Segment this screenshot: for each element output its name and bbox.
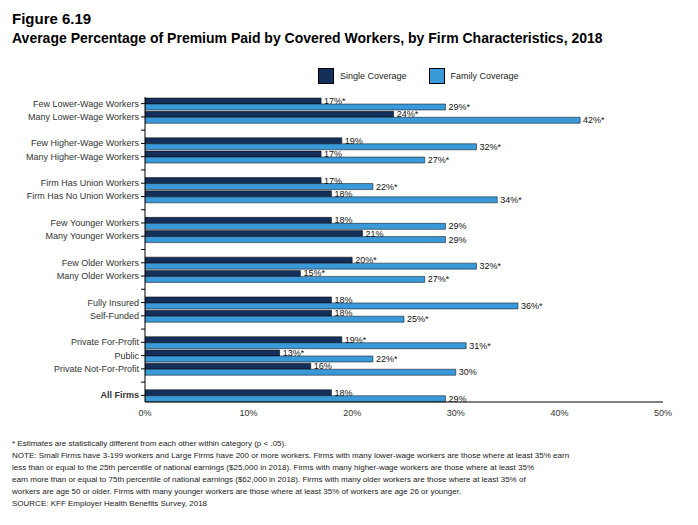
svg-text:32%*: 32%* [480,261,502,271]
svg-text:29%*: 29%* [448,102,470,112]
svg-text:Many Younger Workers: Many Younger Workers [46,231,140,241]
svg-text:27%*: 27%* [428,274,450,284]
svg-text:Public: Public [114,351,139,361]
svg-text:18%: 18% [334,388,352,398]
svg-text:Firm Has Union Workers: Firm Has Union Workers [41,178,140,188]
svg-text:All Firms: All Firms [100,390,139,400]
html-text:workers are age 50 or older. F: workers are age 50 or older. Firms with … [12,487,462,496]
svg-text:22%*: 22%* [376,354,398,364]
html-text:Family Coverage: Family Coverage [450,71,519,81]
html-text:Average Percentage of Premium: Average Percentage of Premium Paid by Co… [12,30,603,46]
svg-text:10%: 10% [240,408,258,418]
svg-text:18%: 18% [334,308,352,318]
svg-text:17%: 17% [324,149,342,159]
svg-text:18%: 18% [334,189,352,199]
svg-text:31%*: 31%* [469,341,491,351]
svg-text:Few Higher-Wage Workers: Few Higher-Wage Workers [31,138,140,148]
svg-text:24%*: 24%* [397,109,419,119]
svg-text:0%: 0% [138,408,151,418]
svg-text:32%*: 32%* [480,142,502,152]
svg-text:19%*: 19%* [345,335,367,345]
svg-text:30%: 30% [459,367,477,377]
svg-text:20%*: 20%* [355,255,377,265]
svg-text:25%*: 25%* [407,314,429,324]
svg-text:16%: 16% [314,361,332,371]
svg-text:50%: 50% [654,408,672,418]
html-text:less than or equal to the 25th: less than or equal to the 25th percentil… [12,463,535,472]
svg-text:Private Not-For-Profit: Private Not-For-Profit [54,364,140,374]
html-text:Figure 6.19: Figure 6.19 [12,10,92,27]
svg-text:Fully Insured: Fully Insured [87,298,139,308]
svg-text:21%: 21% [366,229,384,239]
svg-text:29%: 29% [448,235,466,245]
svg-text:Few Younger Workers: Few Younger Workers [51,218,140,228]
svg-text:Self-Funded: Self-Funded [90,311,139,321]
html-text:* Estimates are statistically: * Estimates are statistically different … [12,439,287,448]
svg-text:17%: 17% [324,176,342,186]
svg-text:15%*: 15%* [303,268,325,278]
svg-text:Many Lower-Wage Workers: Many Lower-Wage Workers [28,112,140,122]
svg-text:22%*: 22%* [376,182,398,192]
svg-text:30%: 30% [447,408,465,418]
svg-text:Few Lower-Wage Workers: Few Lower-Wage Workers [33,99,140,109]
svg-text:27%*: 27%* [428,155,450,165]
svg-text:Few Older Workers: Few Older Workers [62,258,140,268]
svg-text:40%: 40% [550,408,568,418]
svg-text:13%*: 13%* [283,348,305,358]
svg-text:Firm Has No Union Workers: Firm Has No Union Workers [27,191,140,201]
svg-text:29%: 29% [448,394,466,404]
svg-text:34%*: 34%* [500,195,522,205]
svg-text:29%: 29% [448,221,466,231]
html-text:earn more than or equal to 75t: earn more than or equal to 75th percenti… [12,475,526,484]
svg-text:Many Older Workers: Many Older Workers [57,271,140,281]
svg-text:20%: 20% [343,408,361,418]
html-text:NOTE: Small Firms have 3-199 w: NOTE: Small Firms have 3-199 workers and… [12,451,570,460]
html-text:SOURCE: KFF Employer Health Be: SOURCE: KFF Employer Health Benefits Sur… [12,499,207,508]
svg-text:18%: 18% [334,215,352,225]
svg-text:18%: 18% [334,295,352,305]
html-text:Single Coverage: Single Coverage [340,71,407,81]
svg-text:Private For-Profit: Private For-Profit [71,337,140,347]
svg-text:42%*: 42%* [583,115,605,125]
svg-text:36%*: 36%* [521,301,543,311]
svg-text:19%: 19% [345,136,363,146]
svg-text:Many Higher-Wage Workers: Many Higher-Wage Workers [26,152,140,162]
svg-text:17%*: 17%* [324,96,346,106]
